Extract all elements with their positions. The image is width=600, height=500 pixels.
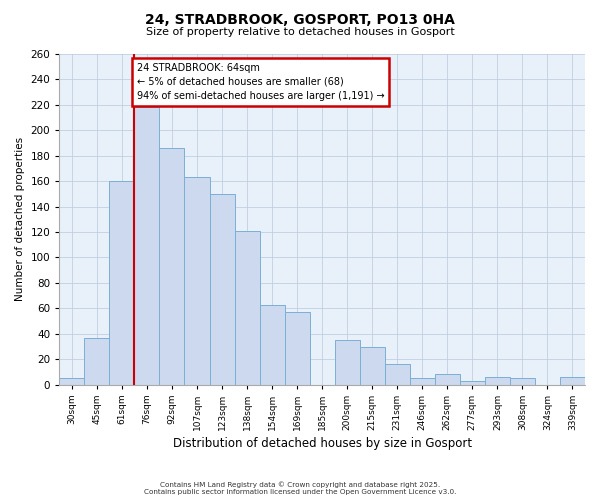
Bar [335,340,360,384]
Bar [485,377,510,384]
Bar [560,377,585,384]
X-axis label: Distribution of detached houses by size in Gosport: Distribution of detached houses by size … [173,437,472,450]
Text: Contains HM Land Registry data © Crown copyright and database right 2025.: Contains HM Land Registry data © Crown c… [160,481,440,488]
Bar [134,108,160,384]
Bar [385,364,410,384]
Bar [85,338,109,384]
Bar [260,304,284,384]
Bar [235,231,260,384]
Bar [360,346,385,385]
Bar [460,381,485,384]
Bar [160,148,184,384]
Text: Contains public sector information licensed under the Open Government Licence v3: Contains public sector information licen… [144,489,456,495]
Bar [284,312,310,384]
Bar [510,378,535,384]
Text: Size of property relative to detached houses in Gosport: Size of property relative to detached ho… [146,27,454,37]
Bar [209,194,235,384]
Bar [109,181,134,384]
Text: 24, STRADBROOK, GOSPORT, PO13 0HA: 24, STRADBROOK, GOSPORT, PO13 0HA [145,12,455,26]
Bar [435,374,460,384]
Bar [184,178,209,384]
Bar [59,378,85,384]
Bar [410,378,435,384]
Text: 24 STRADBROOK: 64sqm
← 5% of detached houses are smaller (68)
94% of semi-detach: 24 STRADBROOK: 64sqm ← 5% of detached ho… [137,63,385,101]
Y-axis label: Number of detached properties: Number of detached properties [15,138,25,302]
